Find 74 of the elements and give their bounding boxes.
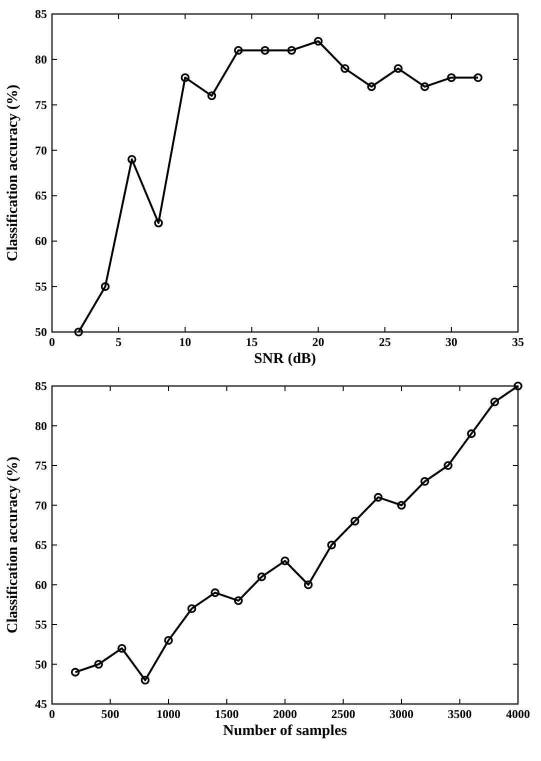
y-tick-label: 75: [35, 458, 47, 472]
point: [127, 154, 136, 164]
point: [367, 82, 376, 92]
point: [314, 36, 323, 46]
x-tick-label: 20: [312, 335, 324, 349]
y-tick-label: 60: [35, 578, 47, 592]
x-tick-label: 3500: [448, 707, 472, 721]
y-tick-label: 55: [35, 280, 47, 294]
y-tick-label: 65: [35, 538, 47, 552]
point: [260, 46, 270, 55]
x-tick-label: 10: [179, 335, 192, 349]
y-axis-title: Classification accuracy (%): [5, 84, 21, 262]
point: [304, 580, 313, 590]
x-tick-label: 15: [246, 335, 258, 349]
y-tick-label: 80: [35, 52, 47, 66]
y-tick-label: 45: [35, 697, 47, 711]
x-tick-label: 2000: [273, 707, 297, 721]
point: [164, 636, 173, 645]
y-tick-label: 50: [35, 325, 47, 339]
point: [140, 676, 150, 685]
point: [444, 461, 452, 470]
x-tick-label: 2500: [331, 707, 356, 721]
y-tick-label: 80: [35, 418, 47, 433]
point: [447, 73, 456, 82]
point: [397, 500, 406, 510]
x-tick-label: 25: [378, 335, 391, 349]
point: [474, 73, 482, 82]
point: [70, 668, 80, 677]
x-tick-label: 5: [116, 335, 122, 349]
point: [154, 218, 163, 228]
x-tick-label: 4000: [506, 707, 530, 721]
point: [374, 492, 383, 502]
y-tick-label: 85: [35, 7, 47, 21]
y-tick-label: 70: [35, 143, 47, 158]
point: [94, 660, 103, 669]
y-tick-label: 70: [35, 498, 47, 512]
y-tick-label: 75: [35, 98, 47, 112]
point: [234, 596, 243, 606]
point: [394, 64, 403, 73]
point: [234, 46, 243, 55]
y-tick-label: 85: [35, 379, 47, 393]
point: [74, 328, 84, 336]
point: [327, 540, 336, 550]
point: [514, 382, 522, 390]
x-tick-label: 1000: [156, 707, 180, 721]
point: [180, 73, 190, 82]
x-tick-label: 0: [49, 335, 55, 349]
point: [350, 516, 360, 526]
point: [420, 477, 430, 486]
x-tick-label: 500: [101, 707, 120, 721]
y-tick-label: 65: [35, 188, 47, 203]
point: [100, 282, 110, 291]
x-tick-label: 1500: [214, 707, 239, 721]
y-tick-label: 60: [35, 234, 47, 248]
y-tick-label: 55: [35, 618, 47, 632]
x-axis-title: Number of samples: [223, 723, 348, 739]
point: [210, 588, 220, 598]
y-tick-label: 50: [35, 657, 47, 672]
x-tick-label: 0: [49, 707, 55, 721]
point: [207, 91, 216, 100]
point: [490, 398, 500, 406]
point: [187, 604, 196, 613]
x-tick-label: 3000: [390, 707, 414, 721]
point: [340, 64, 350, 73]
x-tick-label: 30: [445, 335, 458, 349]
point: [467, 429, 476, 438]
point: [118, 644, 126, 653]
point: [287, 46, 296, 55]
point: [420, 82, 430, 92]
point: [257, 572, 266, 582]
point: [280, 556, 290, 566]
x-axis-title: SNR (dB): [254, 351, 316, 367]
y-axis-title: Classification accuracy (%): [5, 456, 21, 634]
x-tick-label: 35: [512, 335, 524, 349]
